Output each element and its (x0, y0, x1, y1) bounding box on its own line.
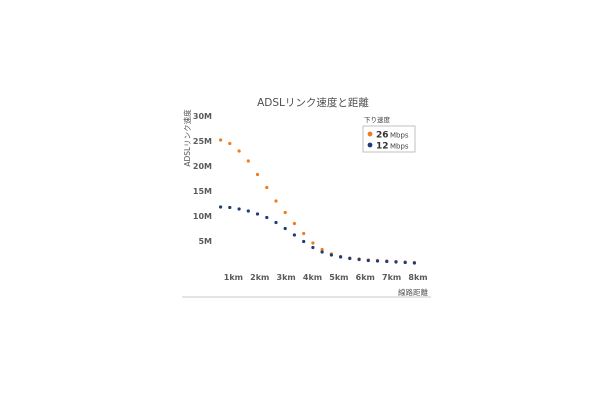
data-point-12mbps (375, 259, 380, 263)
data-point-26mbps (302, 231, 306, 236)
data-point-12mbps (274, 220, 278, 225)
y-tick-labels: 5M 10M 15M 20M 25M 30M (193, 112, 212, 246)
legend-title: 下り速度 (364, 115, 391, 124)
x-tick-label: 6km (356, 273, 375, 282)
y-tick-label: 30M (193, 112, 212, 121)
data-point-26mbps (265, 185, 269, 190)
legend-value-26: 26 (376, 131, 389, 141)
data-point-12mbps (246, 209, 250, 213)
data-points (219, 138, 416, 265)
x-tick-label: 5km (329, 273, 348, 282)
data-point-26mbps (311, 241, 315, 245)
data-point-12mbps (320, 250, 324, 254)
x-tick-label: 4km (303, 273, 322, 282)
y-axis-label: ADSLリンク速度 (182, 109, 192, 167)
data-point-12mbps (292, 233, 296, 237)
data-point-12mbps (357, 257, 361, 262)
data-point-12mbps (255, 212, 260, 216)
data-point-12mbps (219, 205, 223, 209)
data-point-12mbps (385, 259, 389, 264)
data-point-26mbps (228, 141, 232, 146)
data-point-26mbps (274, 199, 278, 203)
data-point-12mbps (394, 260, 398, 264)
data-point-12mbps (228, 205, 232, 210)
data-point-12mbps (412, 261, 416, 265)
x-tick-label: 7km (382, 273, 401, 282)
x-tick-label: 1km (224, 273, 243, 282)
data-point-26mbps (255, 172, 260, 177)
legend-unit-26: Mbps (390, 132, 409, 140)
x-tick-label: 3km (277, 273, 296, 282)
data-point-26mbps (237, 149, 241, 153)
x-tick-label: 2km (250, 273, 269, 282)
data-point-12mbps (403, 260, 407, 265)
data-point-12mbps (237, 207, 241, 211)
data-point-12mbps (302, 239, 306, 244)
data-point-26mbps (320, 247, 324, 252)
data-point-12mbps (283, 226, 287, 231)
data-point-26mbps (219, 138, 223, 142)
data-point-12mbps (348, 256, 352, 261)
y-tick-label: 25M (193, 137, 212, 146)
legend-box (362, 125, 416, 153)
y-tick-label: 15M (193, 187, 212, 196)
legend-marker-26mbps (367, 131, 373, 137)
y-tick-label: 10M (193, 212, 212, 221)
data-point-12mbps (339, 255, 343, 259)
chart-title: ADSLリンク速度と距離 (257, 96, 369, 109)
legend-marker-12mbps (367, 142, 373, 148)
data-point-26mbps (283, 210, 287, 215)
data-point-12mbps (366, 258, 370, 263)
data-point-26mbps (292, 221, 296, 226)
data-point-12mbps (311, 245, 315, 250)
x-axis-label: 線路距離 (398, 287, 428, 297)
data-point-12mbps (329, 253, 333, 257)
legend: 下り速度 26 Mbps 12 Mbps (362, 115, 416, 153)
y-tick-label: 5M (198, 237, 212, 246)
x-tick-label: 8km (408, 273, 427, 282)
data-point-26mbps (246, 159, 250, 163)
y-tick-label: 20M (193, 162, 212, 171)
legend-value-12: 12 (376, 142, 389, 152)
data-point-12mbps (265, 215, 269, 220)
x-tick-labels: 1km 2km 3km 4km 5km 6km 7km 8km (224, 273, 428, 282)
legend-unit-12: Mbps (390, 143, 409, 151)
